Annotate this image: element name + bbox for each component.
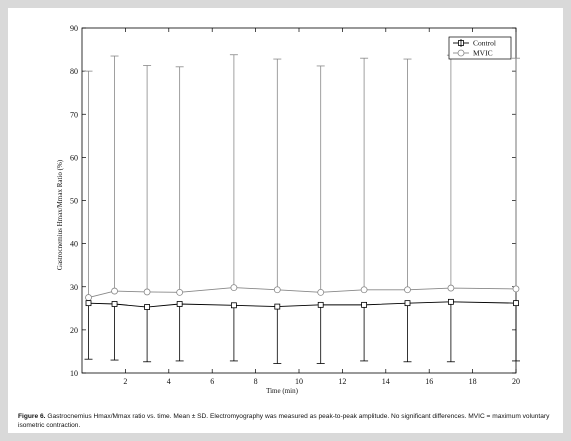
y-tick-label: 60 (70, 153, 78, 162)
x-tick-label: 16 (425, 377, 433, 386)
y-tick-label: 30 (70, 283, 78, 292)
legend-label-mvic: MVIC (473, 49, 493, 58)
data-point-control (111, 301, 118, 307)
series-control (84, 298, 520, 364)
data-point-control (361, 301, 368, 308)
figure-panel: 2 4 6 8 10 12 14 16 18 20 10 20 30 40 50 60 70 80 90 Gastr… (8, 8, 563, 433)
x-tick-label: 18 (469, 377, 477, 386)
axis-ticks: 2 4 6 8 10 12 14 16 18 20 10 20 30 40 50 60 70 80 90 (70, 24, 520, 386)
data-point-mvic (404, 286, 411, 294)
data-point-mvic (111, 287, 118, 295)
x-tick-label: 10 (295, 377, 303, 386)
data-point-mvic (360, 286, 368, 294)
legend-label-control: Control (473, 39, 496, 48)
series-area (84, 54, 520, 364)
x-tick-label: 6 (210, 377, 214, 386)
x-tick-label: 12 (338, 377, 346, 386)
x-tick-label: 4 (167, 377, 171, 386)
y-tick-label: 20 (70, 326, 78, 335)
x-tick-label: 14 (382, 377, 390, 386)
caption-text: Gastrocnemius Hmax/Mmax ratio vs. time. … (18, 413, 550, 429)
data-point-control (176, 301, 183, 307)
data-point-control (513, 300, 519, 307)
y-axis-title: Gastrocnemius Hmax/Mmax Ratio (%) (56, 159, 64, 270)
y-tick-label: 70 (70, 110, 78, 119)
series-mvic (84, 54, 520, 301)
x-axis-title: Time (min) (266, 387, 298, 395)
legend-box (448, 36, 512, 60)
data-point-mvic (512, 285, 520, 293)
data-point-mvic (317, 288, 325, 296)
data-point-mvic (230, 284, 238, 292)
data-point-control (85, 300, 92, 307)
caption-label: Figure 6. (18, 413, 46, 420)
y-tick-label: 40 (70, 240, 78, 249)
figure-caption: Figure 6. Gastrocnemius Hmax/Mmax ratio … (18, 412, 563, 430)
data-point-control (144, 304, 151, 310)
data-point-mvic (143, 288, 151, 296)
legend-marker-mvic (457, 49, 465, 57)
y-tick-label: 80 (70, 67, 78, 76)
x-tick-label: 8 (254, 377, 258, 386)
x-tick-label: 2 (123, 377, 127, 386)
y-tick-label: 50 (70, 197, 78, 206)
chart: 2 4 6 8 10 12 14 16 18 20 10 20 30 40 50 60 70 80 90 Gastr… (56, 24, 520, 395)
data-point-control (317, 301, 324, 308)
data-point-control (274, 303, 281, 310)
data-point-control (447, 298, 454, 305)
x-tick-label: 20 (512, 377, 520, 386)
data-point-mvic (273, 286, 281, 294)
data-point-control (230, 302, 237, 309)
data-point-control (404, 300, 411, 307)
data-point-mvic (85, 294, 92, 301)
data-point-mvic (176, 288, 184, 296)
y-tick-label: 90 (70, 24, 78, 33)
data-point-mvic (447, 284, 455, 292)
y-tick-label: 10 (70, 369, 78, 378)
